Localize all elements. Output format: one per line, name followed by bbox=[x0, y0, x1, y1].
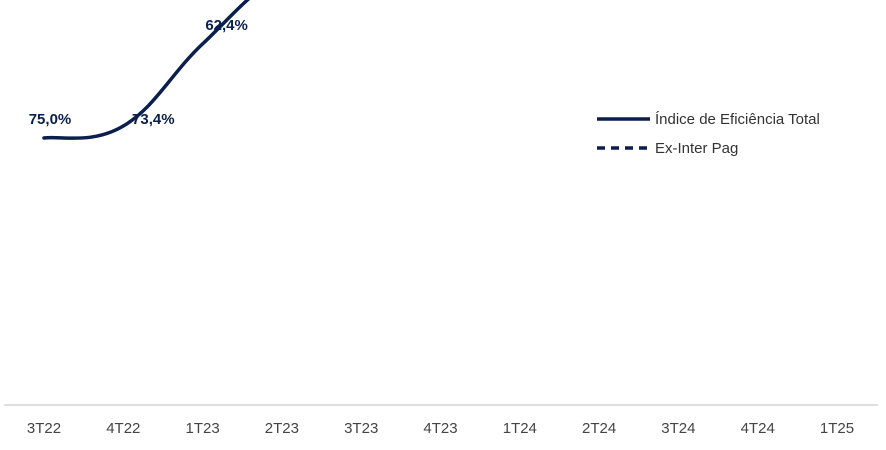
legend-label-ex-inter-pag: Ex-Inter Pag bbox=[655, 140, 738, 157]
data-label-1t23: 62,4% bbox=[205, 17, 248, 34]
data-label-3t22: 75,0% bbox=[29, 111, 72, 128]
x-tick-2t23: 2T23 bbox=[265, 420, 299, 437]
x-tick-3t22: 3T22 bbox=[27, 420, 61, 437]
x-tick-4t22: 4T22 bbox=[106, 420, 140, 437]
x-tick-3t23: 3T23 bbox=[344, 420, 378, 437]
x-tick-1t24: 1T24 bbox=[503, 420, 537, 437]
series-line-total bbox=[42, 0, 251, 140]
legend-label-total: Índice de Eficiência Total bbox=[655, 111, 820, 128]
legend: Índice de Eficiência Total Ex-Inter Pag bbox=[597, 111, 820, 157]
x-tick-3t24: 3T24 bbox=[661, 420, 695, 437]
data-label-4t22: 73,4% bbox=[132, 111, 175, 128]
x-tick-4t24: 4T24 bbox=[741, 420, 775, 437]
x-tick-1t23: 1T23 bbox=[185, 420, 219, 437]
x-tick-1t25: 1T25 bbox=[820, 420, 854, 437]
x-tick-2t24: 2T24 bbox=[582, 420, 616, 437]
x-tick-4t23: 4T23 bbox=[423, 420, 457, 437]
